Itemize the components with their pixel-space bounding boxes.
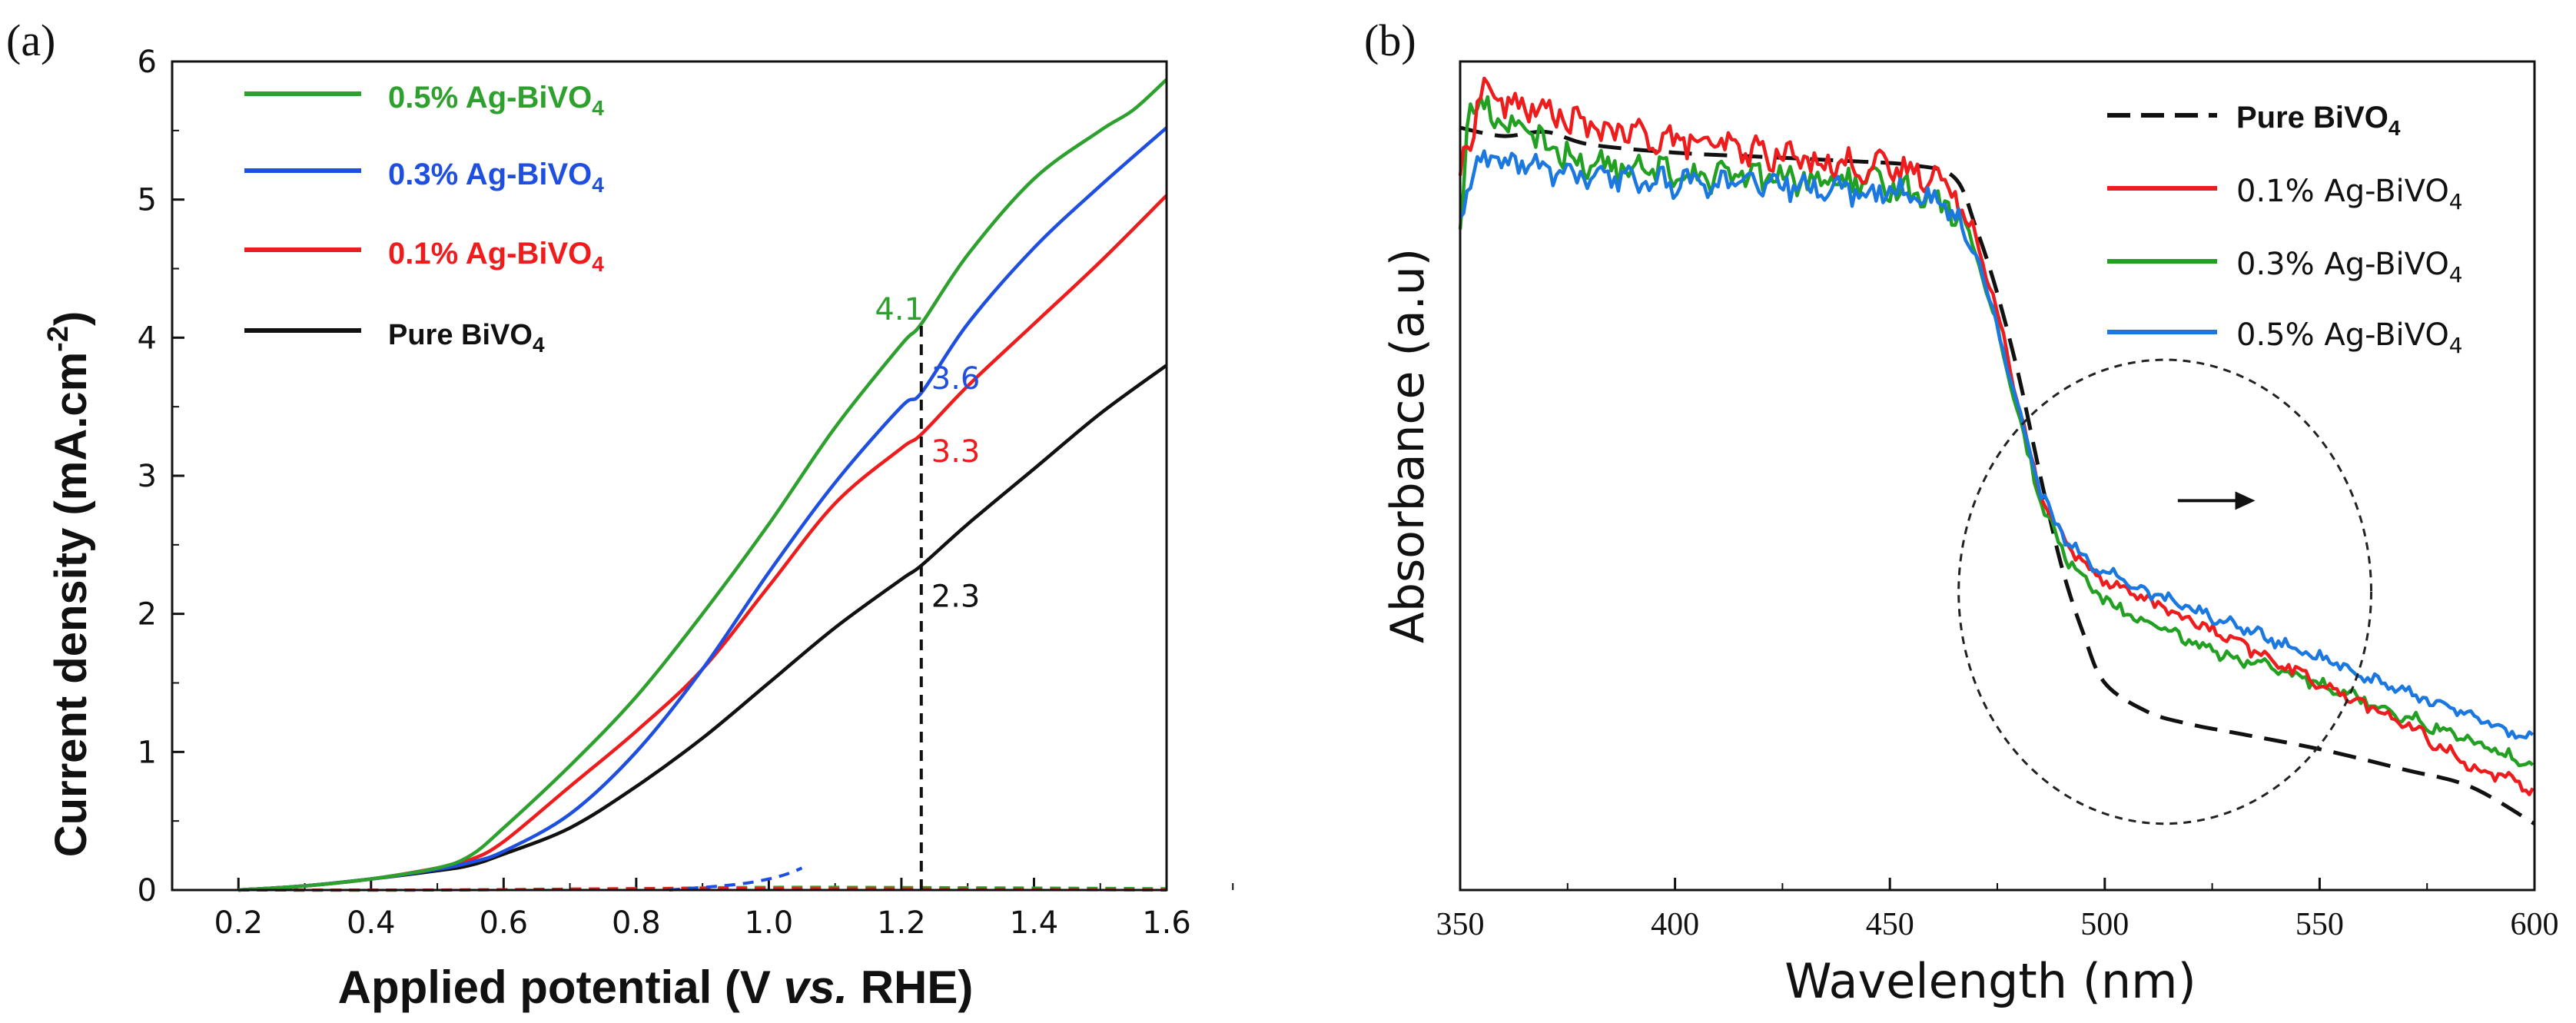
- x-tick-label: 550: [2295, 907, 2344, 942]
- legend-label-0-3-ag: 0.3% Ag-BiVO4: [388, 158, 604, 197]
- x-tick-label: 1.4: [1010, 905, 1059, 941]
- panel-b-x-axis-label: Wavelength (nm): [1784, 953, 2196, 1009]
- panel-a-ylabel-text: Current density (mA.cm-2): [42, 311, 96, 858]
- x-tick-label: 0.2: [214, 905, 263, 941]
- absorbance-curve-ag05: [1459, 149, 2535, 740]
- panel-b-legend: Pure BiVO4 0.1% Ag-BiVO4 0.3% Ag-BiVO4 0…: [2107, 101, 2463, 358]
- legend-label-0-1-ag-b-sub: 4: [2449, 189, 2463, 214]
- panel-a-legend: 0.5% Ag-BiVO4 0.3% Ag-BiVO4 0.1% Ag-BiVO…: [244, 81, 604, 357]
- legend-label-0-5-ag-b: 0.5% Ag-BiVO4: [2236, 317, 2463, 358]
- panel-b-series: [1458, 76, 2536, 825]
- panel-a-y-axis-label: Current density (mA.cm-2): [42, 311, 96, 858]
- panel-b: (b) Absorbance (a.u) Wavelength (nm) 350…: [1364, 15, 2559, 1009]
- annotation-value: 4.1: [875, 292, 924, 327]
- legend-label-0-3-ag-sub: 4: [592, 173, 604, 197]
- x-tick-label: 0.8: [612, 905, 661, 941]
- annotation-value: 3.6: [931, 361, 981, 397]
- xlabel-main: Applied potential (V: [338, 962, 784, 1013]
- panel-a-x-ticks: 0.2 0.4 0.6 0.8 1.0 1.2 1.4 1.6: [214, 878, 1234, 941]
- panel-a-label: (a): [6, 15, 55, 65]
- panel-b-y-axis-label: Absorbance (a.u): [1381, 248, 1435, 643]
- legend-label-0-1-ag-b: 0.1% Ag-BiVO4: [2236, 174, 2463, 214]
- panel-a-annotations: 4.13.6 3.3 2.3: [875, 292, 980, 615]
- panel-b-x-ticks: 350 400 450 500 550 600: [1436, 878, 2559, 942]
- y-tick-label: 2: [138, 597, 157, 633]
- panel-a-x-axis-label: Applied potential (V vs. RHE): [338, 962, 974, 1013]
- y-tick-label: 6: [138, 45, 157, 80]
- legend-label-pure-main: Pure BiVO: [388, 319, 533, 351]
- annotation-value: 2.3: [931, 580, 981, 615]
- curve-ag05: [238, 78, 1168, 892]
- legend-label-0-5-ag-main: 0.5% Ag-BiVO: [388, 81, 592, 115]
- panel-b-arrowhead: [2235, 491, 2256, 510]
- panel-b-y-axis-label-group: Absorbance (a.u): [1381, 248, 1435, 643]
- dark-current-curve-2: [669, 866, 803, 892]
- x-tick-label: 1.2: [877, 905, 926, 941]
- legend-label-0-1-ag-main: 0.1% Ag-BiVO: [388, 237, 592, 271]
- x-tick-label: 500: [2080, 907, 2129, 942]
- x-tick-label: 1.6: [1142, 905, 1191, 941]
- x-tick-label: 400: [1651, 907, 1699, 942]
- x-tick-label: 600: [2511, 907, 2559, 942]
- x-tick-label: 0.6: [480, 905, 529, 941]
- legend-label-0-5-ag-sub: 4: [592, 96, 604, 120]
- absorbance-curve-pure: [1459, 125, 2536, 825]
- legend-label-0-1-ag-b-main: 0.1% Ag-BiVO: [2236, 174, 2449, 209]
- ylabel-superscript: -2: [42, 326, 75, 352]
- y-tick-label: 3: [138, 459, 157, 494]
- legend-label-pure-b-sub: 4: [2388, 116, 2401, 140]
- panel-b-label: (b): [1364, 15, 1416, 65]
- legend-label-pure-b: Pure BiVO4: [2236, 101, 2401, 140]
- y-tick-label: 0: [138, 873, 157, 908]
- legend-label-0-3-ag-main: 0.3% Ag-BiVO: [388, 158, 592, 191]
- xlabel-close: RHE): [848, 962, 973, 1013]
- x-tick-label: 450: [1866, 907, 1914, 942]
- ylabel-main: Current density (mA.cm: [46, 352, 96, 857]
- y-tick-label: 4: [138, 321, 157, 356]
- y-tick-label: 5: [138, 183, 157, 218]
- legend-label-0-5-ag-b-sub: 4: [2449, 333, 2463, 358]
- legend-label-0-5-ag: 0.5% Ag-BiVO4: [388, 81, 604, 120]
- panel-a-plot-frame: [171, 60, 1168, 892]
- x-tick-label: 350: [1436, 907, 1485, 942]
- legend-label-pure-sub: 4: [533, 333, 545, 357]
- panel-b-highlight-circle: [1957, 358, 2372, 825]
- legend-label-0-3-ag-b: 0.3% Ag-BiVO4: [2236, 247, 2463, 287]
- legend-label-pure: Pure BiVO4: [388, 319, 545, 357]
- legend-label-0-3-ag-b-main: 0.3% Ag-BiVO: [2236, 247, 2449, 282]
- x-tick-label: 1.0: [745, 905, 794, 941]
- legend-label-0-5-ag-b-main: 0.5% Ag-BiVO: [2236, 317, 2449, 353]
- xlabel-italic: vs.: [784, 962, 848, 1013]
- panel-a: (a) Current density (mA.cm-2) Applied po…: [6, 15, 1234, 1013]
- legend-label-0-1-ag: 0.1% Ag-BiVO4: [388, 237, 604, 276]
- legend-label-0-1-ag-sub: 4: [592, 252, 604, 276]
- absorbance-curve-ag01: [1458, 76, 2535, 796]
- annotation-value: 3.3: [931, 434, 981, 470]
- legend-label-0-3-ag-b-sub: 4: [2449, 262, 2463, 287]
- x-tick-label: 0.4: [347, 905, 396, 941]
- panel-a-series: [238, 78, 1168, 892]
- ylabel-close: ): [46, 311, 96, 326]
- legend-label-pure-b-main: Pure BiVO: [2236, 101, 2388, 135]
- y-tick-label: 1: [138, 735, 157, 770]
- panel-b-plot-frame: [1459, 60, 2536, 892]
